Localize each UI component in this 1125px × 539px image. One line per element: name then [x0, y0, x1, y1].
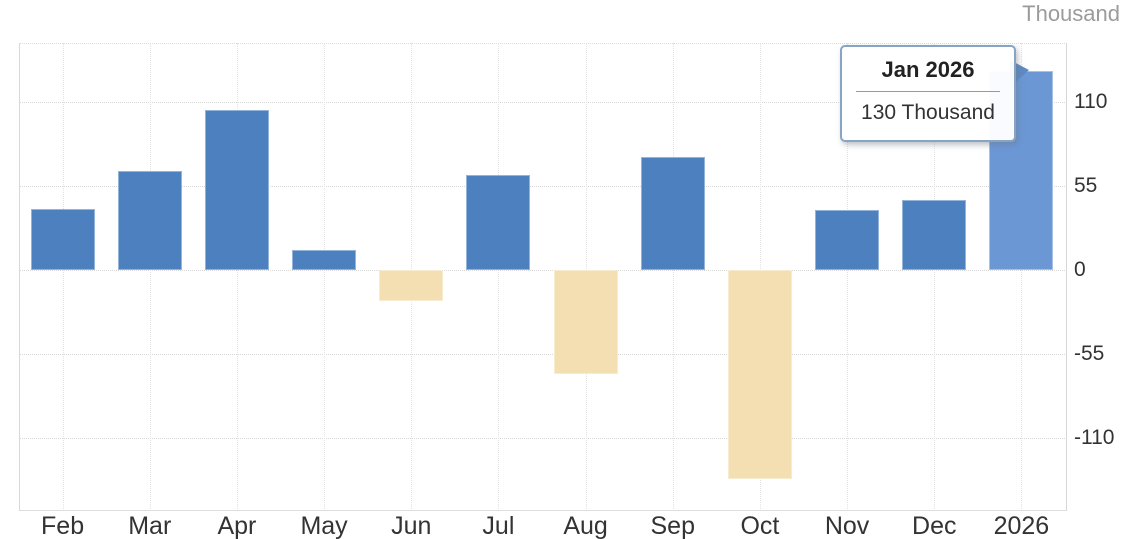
bar-feb[interactable] [30, 208, 95, 270]
bar-may[interactable] [292, 250, 357, 270]
y-axis-tick-0: 0 [1074, 258, 1086, 281]
gridline-h [19, 354, 1065, 355]
x-axis-label-feb: Feb [41, 512, 85, 539]
gridline-v [62, 43, 64, 509]
bar-nov[interactable] [815, 210, 880, 270]
gridline-v [149, 43, 151, 509]
bar-sep[interactable] [640, 156, 705, 270]
bar-dec[interactable] [902, 199, 967, 270]
gridline-v [672, 43, 674, 509]
gridline-v [236, 43, 238, 509]
tooltip-divider [856, 91, 1000, 92]
y-axis-tick-55: 55 [1074, 174, 1098, 197]
gridline-v [847, 43, 849, 509]
bar-jul[interactable] [466, 175, 531, 270]
gridline-h [19, 186, 1065, 187]
x-axis-label-dec: Dec [912, 512, 957, 539]
x-axis-label-jul: Jul [482, 512, 515, 539]
bar-jun[interactable] [379, 270, 444, 301]
gridline-h [19, 102, 1065, 103]
x-axis-label-2026: 2026 [993, 512, 1050, 539]
tooltip-value: 130 Thousand [861, 101, 995, 124]
x-axis-label-jun: Jun [391, 512, 432, 539]
tooltip-title: Jan 2026 [881, 57, 975, 82]
x-axis-label-may: May [300, 512, 348, 539]
gridline-v [934, 43, 936, 509]
y-axis-tick-110: 110 [1074, 90, 1108, 113]
x-axis-label-mar: Mar [128, 512, 172, 539]
tooltip: Jan 2026 130 Thousand [840, 45, 1016, 142]
bar-apr[interactable] [204, 109, 269, 270]
bar-2026[interactable] [989, 71, 1054, 270]
y-axis-unit-label: Thousand [1022, 1, 1120, 26]
gridline-v [324, 43, 326, 509]
x-axis-label-aug: Aug [563, 512, 608, 539]
x-axis-label-apr: Apr [217, 512, 257, 539]
bar-aug[interactable] [553, 270, 618, 374]
y-axis-tick--110: -110 [1074, 426, 1115, 449]
x-axis-label-sep: Sep [650, 512, 695, 539]
x-axis-label-oct: Oct [740, 512, 780, 539]
gridline-v [498, 43, 500, 509]
y-axis-tick--55: -55 [1074, 342, 1105, 365]
x-axis-label-nov: Nov [824, 512, 870, 539]
bar-mar[interactable] [117, 170, 182, 270]
gridline-h [19, 438, 1065, 439]
bar-oct[interactable] [727, 270, 792, 480]
gridline-h [19, 270, 1065, 271]
gridline-v [1021, 43, 1023, 509]
